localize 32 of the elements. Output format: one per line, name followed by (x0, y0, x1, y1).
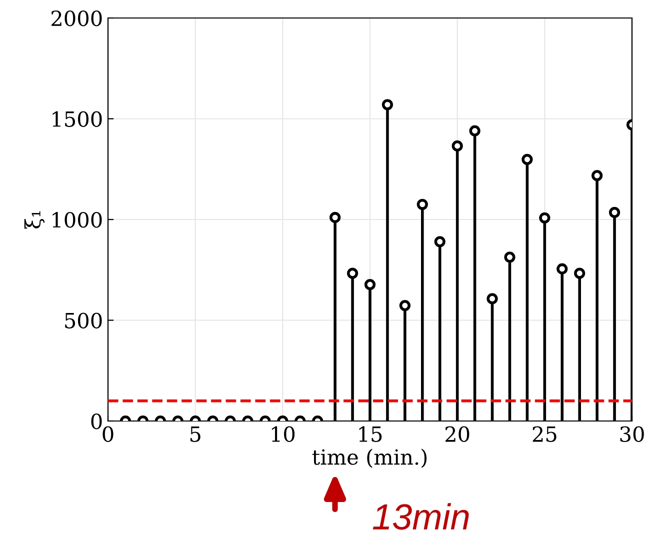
point (469, 125, 480, 136)
y-tick-label: 2000 (52, 10, 102, 26)
x-tick-label: 25 (532, 426, 556, 442)
x-tick-label: 30 (620, 426, 644, 442)
point (382, 99, 394, 110)
text: 13min (372, 503, 469, 530)
point (452, 140, 463, 152)
point (556, 263, 568, 274)
y-tick-label: 1500 (52, 111, 102, 127)
x-tick-label: 15 (359, 426, 382, 442)
point (434, 236, 446, 248)
point (522, 154, 533, 166)
point (592, 170, 603, 182)
y-tick-label: 500 (65, 312, 102, 328)
point (608, 206, 620, 218)
point (539, 212, 550, 224)
point (330, 212, 341, 224)
point (416, 198, 428, 210)
x-tick-label: 0 (102, 426, 114, 442)
point (364, 279, 376, 290)
x-axis-title: time (min.) (312, 448, 427, 468)
point (346, 268, 358, 279)
point (504, 252, 516, 263)
y-tick-label: 1000 (52, 212, 102, 228)
x-tick-label: 20 (445, 426, 470, 442)
y-axis-title: ξ₁ (24, 211, 45, 229)
y-tick-label: 0 (91, 413, 102, 430)
point (486, 293, 498, 304)
point (574, 268, 586, 279)
x-tick-label: 10 (272, 426, 295, 442)
point (399, 300, 410, 312)
x-tick-label: 5 (190, 426, 200, 442)
